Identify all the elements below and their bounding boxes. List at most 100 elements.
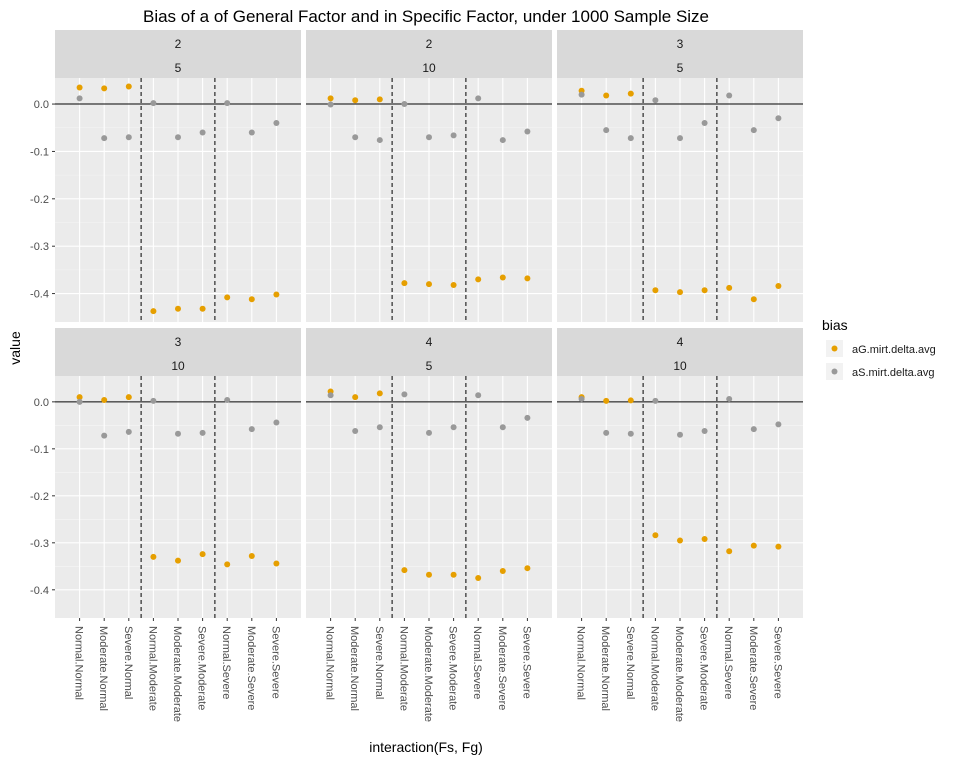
data-point (726, 92, 733, 99)
data-point (726, 284, 733, 291)
data-point (475, 95, 482, 102)
data-point (627, 135, 634, 142)
x-tick-label: Normal.Normal (324, 626, 336, 700)
facet-strip (306, 328, 552, 376)
chart-title: Bias of a of General Factor and in Speci… (143, 7, 709, 26)
data-point (524, 128, 531, 135)
data-point (376, 390, 383, 397)
y-tick-label: 0.0 (34, 99, 49, 111)
y-tick-label: -0.4 (30, 585, 49, 597)
data-point (376, 137, 383, 144)
facet-panel: 35 (557, 30, 803, 322)
data-point (175, 305, 181, 312)
data-point (750, 542, 757, 549)
x-tick-label: Moderate.Severe (747, 626, 759, 710)
data-point (750, 296, 757, 303)
data-point (750, 426, 757, 433)
data-point (627, 90, 634, 97)
x-tick-label: Normal.Severe (471, 626, 483, 699)
legend-label: aG.mirt.delta.avg (852, 344, 936, 356)
x-tick-label: Severe.Severe (520, 626, 532, 699)
y-tick-label: -0.3 (30, 538, 49, 550)
facet-strip-label-top: 2 (175, 37, 182, 51)
data-point (125, 428, 132, 435)
data-point (499, 137, 506, 144)
data-point (76, 95, 83, 102)
data-point (248, 552, 255, 559)
data-point (248, 426, 255, 433)
data-point (224, 100, 231, 107)
data-point (352, 427, 359, 434)
data-point (726, 548, 733, 555)
x-tick-label: Normal.Moderate (146, 626, 158, 711)
data-point (603, 429, 610, 436)
legend-key-point (831, 345, 838, 352)
facet-strip-label-bottom: 5 (175, 61, 182, 75)
data-point (125, 394, 132, 401)
x-tick-label: Normal.Severe (220, 626, 232, 699)
data-point (750, 127, 757, 134)
data-point (175, 557, 181, 564)
x-tick-label: Moderate.Normal (348, 626, 360, 711)
data-point (775, 543, 782, 550)
legend-entries: aG.mirt.delta.avg aS.mirt.delta.avg (826, 340, 936, 380)
data-point (524, 275, 531, 282)
x-tick-label: Moderate.Moderate (673, 626, 685, 722)
x-tick-label: Normal.Severe (722, 626, 734, 699)
y-tick-label: 0.0 (34, 397, 49, 409)
data-point (327, 392, 334, 399)
data-point (101, 135, 108, 142)
data-point (475, 276, 482, 283)
facet-strip (557, 328, 803, 376)
legend: bias aG.mirt.delta.avg aS.mirt.delta.avg (822, 317, 936, 380)
data-point (401, 280, 408, 287)
x-tick-label: Moderate.Normal (599, 626, 611, 711)
data-point (224, 294, 231, 301)
facet-panel: 3 10 0.0 -0.1 -0.2 -0.3 -0.4 Normal.Normal Moder… (30, 328, 301, 722)
data-point (499, 424, 506, 431)
data-point (775, 421, 782, 428)
data-point (199, 551, 206, 558)
data-point (475, 392, 482, 399)
data-point (775, 115, 782, 122)
x-tick-label: Severe.Severe (269, 626, 281, 699)
y-tick-label: -0.4 (30, 289, 49, 301)
data-point (677, 431, 683, 438)
facet-strip (55, 30, 301, 78)
x-tick-label: Normal.Moderate (648, 626, 660, 711)
data-point (426, 134, 432, 141)
data-point (627, 430, 634, 437)
data-point (376, 96, 383, 103)
y-tick-label: -0.2 (30, 194, 49, 206)
data-point (101, 432, 108, 439)
data-point (603, 92, 610, 99)
data-point (426, 571, 432, 578)
x-tick-label: Moderate.Severe (496, 626, 508, 710)
data-point (652, 287, 659, 294)
y-tick-label: -0.3 (30, 241, 49, 253)
legend-key-point (831, 368, 838, 375)
data-point (273, 560, 280, 567)
panels: 250.0-0.1-0.2-0.3-0.4210353100.0-0.1-0.2… (30, 30, 803, 722)
data-point (524, 414, 531, 421)
data-point (677, 289, 683, 296)
data-point (150, 100, 157, 107)
data-point (475, 575, 482, 582)
x-tick-label: Severe.Severe (771, 626, 783, 699)
data-point (273, 120, 280, 127)
data-point (677, 135, 683, 142)
data-point (175, 134, 181, 141)
facet-strip-label-top: 3 (677, 37, 684, 51)
data-point (125, 83, 132, 90)
data-point (401, 567, 408, 574)
data-point (701, 536, 708, 543)
data-point (450, 424, 457, 431)
x-axis-title: interaction(Fs, Fg) (369, 739, 483, 755)
legend-label: aS.mirt.delta.avg (852, 367, 935, 379)
data-point (352, 134, 359, 141)
data-point (603, 397, 610, 404)
data-point (248, 129, 255, 136)
x-tick-label: Severe.Moderate (698, 626, 710, 710)
data-point (150, 308, 157, 315)
facet-strip (306, 30, 552, 78)
